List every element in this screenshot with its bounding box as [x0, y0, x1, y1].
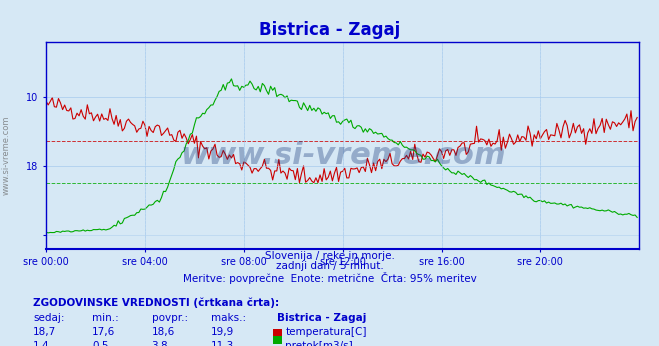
- Text: 19,9: 19,9: [211, 327, 234, 337]
- Text: www.si-vreme.com: www.si-vreme.com: [180, 141, 505, 170]
- Text: ZGODOVINSKE VREDNOSTI (črtkana črta):: ZGODOVINSKE VREDNOSTI (črtkana črta):: [33, 298, 279, 308]
- Text: zadnji dan / 5 minut.: zadnji dan / 5 minut.: [275, 261, 384, 271]
- Text: 3,8: 3,8: [152, 341, 168, 346]
- Text: www.si-vreme.com: www.si-vreme.com: [2, 116, 11, 195]
- Text: pretok[m3/s]: pretok[m3/s]: [285, 341, 353, 346]
- Text: 0,5: 0,5: [92, 341, 109, 346]
- Text: Meritve: povprečne  Enote: metrične  Črta: 95% meritev: Meritve: povprečne Enote: metrične Črta:…: [183, 272, 476, 284]
- Text: Bistrica - Zagaj: Bistrica - Zagaj: [259, 21, 400, 39]
- Text: min.:: min.:: [92, 313, 119, 323]
- Text: maks.:: maks.:: [211, 313, 246, 323]
- Text: Bistrica - Zagaj: Bistrica - Zagaj: [277, 313, 366, 323]
- Text: 11,3: 11,3: [211, 341, 234, 346]
- Text: 1,4: 1,4: [33, 341, 49, 346]
- Text: sedaj:: sedaj:: [33, 313, 65, 323]
- Text: Slovenija / reke in morje.: Slovenija / reke in morje.: [264, 251, 395, 261]
- Text: 18,7: 18,7: [33, 327, 56, 337]
- Text: temperatura[C]: temperatura[C]: [285, 327, 367, 337]
- Text: povpr.:: povpr.:: [152, 313, 188, 323]
- Text: 17,6: 17,6: [92, 327, 115, 337]
- Text: 18,6: 18,6: [152, 327, 175, 337]
